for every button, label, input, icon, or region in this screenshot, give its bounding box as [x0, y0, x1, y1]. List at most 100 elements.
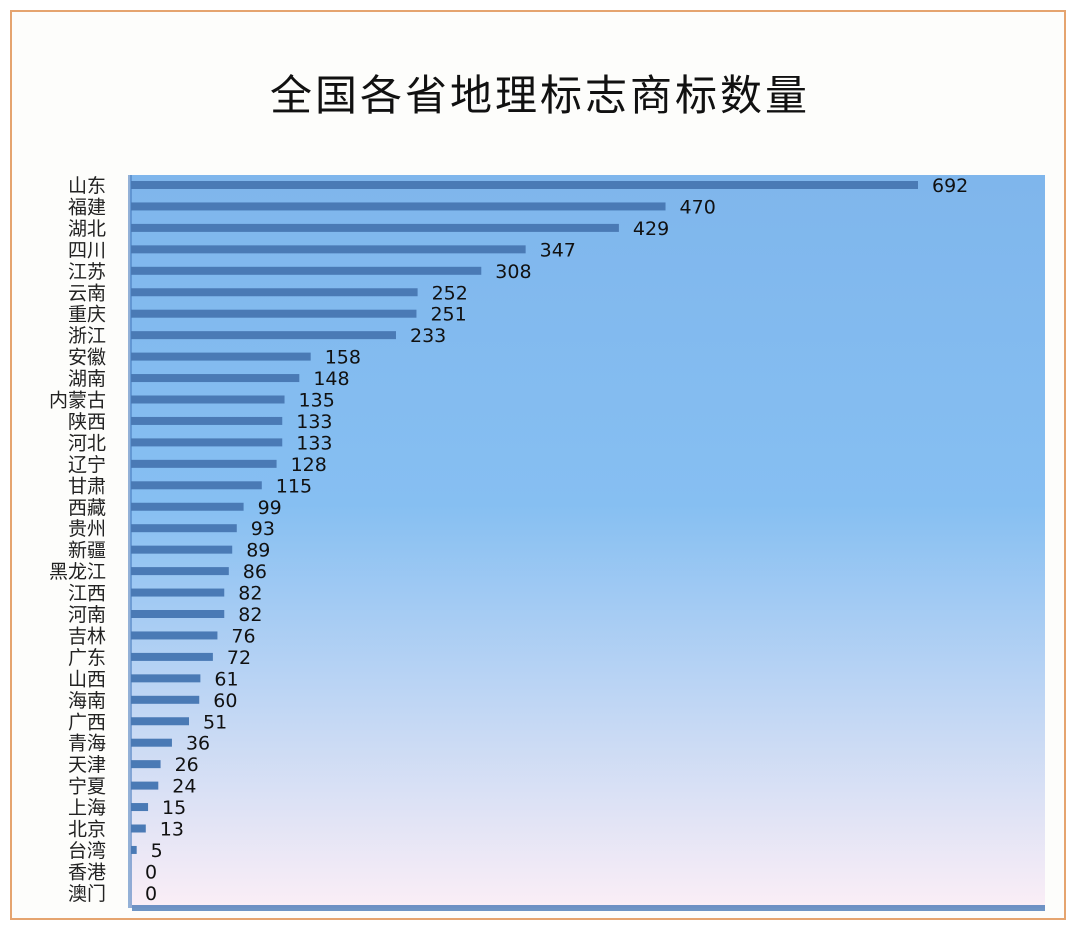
bar-0 [131, 181, 918, 189]
bar-29 [131, 803, 149, 812]
category-label-26: 青海 [68, 733, 106, 755]
category-label-18: 黑龙江 [49, 561, 106, 583]
category-label-16: 贵州 [68, 518, 106, 540]
bar-11 [131, 416, 283, 425]
category-label-0: 山东 [68, 175, 106, 197]
category-label-5: 云南 [68, 282, 106, 304]
value-label-22: 72 [227, 647, 251, 669]
value-label-18: 86 [243, 561, 267, 583]
value-label-20: 82 [238, 604, 262, 626]
category-label-11: 陕西 [68, 411, 106, 433]
bar-16 [131, 524, 237, 533]
category-label-25: 广西 [68, 711, 106, 733]
bar-4 [131, 266, 482, 275]
value-label-33: 0 [145, 883, 157, 905]
bars-layer [131, 181, 918, 854]
value-label-11: 133 [296, 411, 332, 433]
value-label-4: 308 [495, 261, 531, 283]
value-label-27: 26 [175, 754, 199, 776]
bar-6 [131, 309, 417, 318]
bar-2 [131, 223, 619, 232]
value-label-19: 82 [238, 583, 262, 605]
bar-31 [131, 845, 137, 854]
category-label-29: 上海 [68, 797, 106, 819]
value-label-3: 347 [540, 239, 576, 261]
category-label-4: 江苏 [68, 261, 106, 283]
value-label-10: 135 [299, 390, 335, 412]
category-label-3: 四川 [68, 239, 106, 261]
bar-27 [131, 760, 161, 769]
value-label-23: 61 [214, 668, 238, 690]
bar-1 [131, 202, 666, 211]
bar-24 [131, 695, 200, 704]
bar-26 [131, 738, 172, 747]
bar-14 [131, 481, 262, 490]
bar-3 [131, 245, 526, 254]
value-label-26: 36 [186, 733, 210, 755]
category-label-27: 天津 [68, 754, 106, 776]
category-labels-layer: 山东福建湖北四川江苏云南重庆浙江安徽湖南内蒙古陕西河北辽宁甘肃西藏贵州新疆黑龙江… [49, 175, 106, 905]
category-label-33: 澳门 [68, 883, 106, 905]
bar-21 [131, 631, 218, 640]
category-label-9: 湖南 [68, 368, 106, 390]
plot-area [130, 175, 1045, 908]
category-label-19: 江西 [68, 583, 106, 605]
category-label-31: 台湾 [68, 840, 106, 862]
bar-22 [131, 652, 213, 661]
chart-title: 全国各省地理标志商标数量 [269, 71, 810, 120]
category-label-7: 浙江 [68, 325, 106, 347]
value-label-9: 148 [313, 368, 349, 390]
bar-13 [131, 459, 277, 468]
value-label-14: 115 [276, 475, 312, 497]
value-label-17: 89 [246, 540, 270, 562]
value-label-8: 158 [325, 347, 361, 369]
bar-17 [131, 545, 233, 554]
value-label-24: 60 [213, 690, 237, 712]
plot-shadow-bottom [132, 905, 1045, 911]
value-label-21: 76 [231, 625, 255, 647]
bar-23 [131, 674, 201, 683]
category-label-23: 山西 [68, 668, 106, 690]
bar-9 [131, 374, 300, 383]
bar-18 [131, 567, 229, 576]
bar-28 [131, 781, 159, 790]
value-label-32: 0 [145, 861, 157, 883]
plot-shadow-left [128, 175, 132, 908]
value-label-1: 470 [680, 196, 716, 218]
value-label-7: 233 [410, 325, 446, 347]
bar-15 [131, 502, 244, 511]
bar-8 [131, 352, 311, 361]
bar-10 [131, 395, 285, 404]
value-label-28: 24 [172, 776, 196, 798]
category-label-12: 河北 [68, 432, 106, 454]
bar-30 [131, 824, 146, 833]
category-label-22: 广东 [68, 647, 106, 669]
value-labels-layer: 6924704293473082522512331581481351331331… [145, 175, 968, 905]
category-label-15: 西藏 [68, 497, 106, 519]
value-label-15: 99 [258, 497, 282, 519]
category-label-2: 湖北 [68, 218, 106, 240]
category-label-13: 辽宁 [68, 454, 106, 476]
value-label-13: 128 [291, 454, 327, 476]
category-label-17: 新疆 [68, 540, 106, 562]
category-label-8: 安徽 [68, 347, 106, 369]
category-label-28: 宁夏 [68, 776, 106, 798]
value-label-0: 692 [932, 175, 968, 197]
bar-19 [131, 588, 225, 597]
category-label-14: 甘肃 [68, 475, 106, 497]
value-label-12: 133 [296, 432, 332, 454]
category-label-20: 河南 [68, 604, 106, 626]
bar-5 [131, 288, 418, 297]
bar-25 [131, 717, 190, 726]
value-label-16: 93 [251, 518, 275, 540]
value-label-2: 429 [633, 218, 669, 240]
value-label-29: 15 [162, 797, 186, 819]
bar-20 [131, 610, 225, 618]
value-label-31: 5 [151, 840, 163, 862]
bar-12 [131, 438, 283, 447]
bar-7 [131, 331, 396, 340]
category-label-21: 吉林 [68, 625, 106, 647]
category-label-24: 海南 [68, 690, 106, 712]
category-label-6: 重庆 [68, 304, 106, 326]
